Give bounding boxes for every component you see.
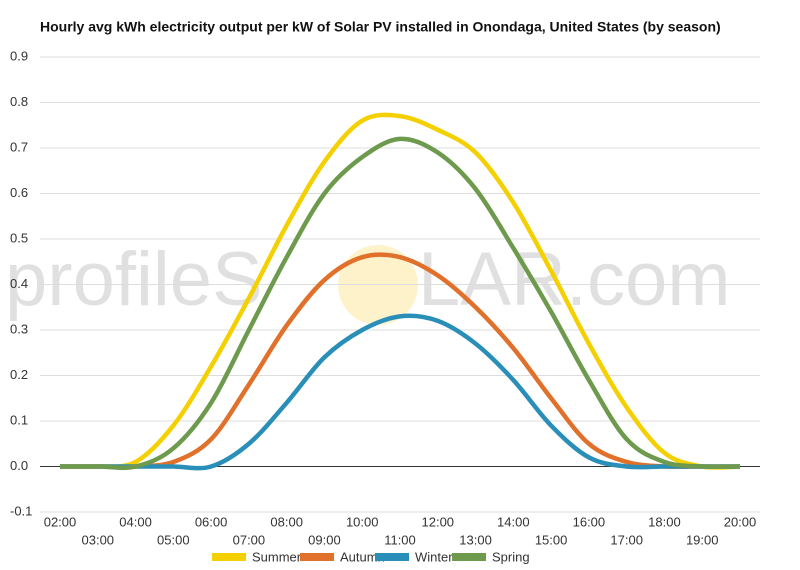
x-tick-label: 16:00 [573, 514, 606, 529]
y-tick-label: -0.1 [10, 503, 32, 518]
series-line [60, 313, 740, 471]
y-tick-label: 0.1 [10, 412, 28, 427]
x-tick-label: 06:00 [195, 514, 228, 529]
y-tick-label: 0.6 [10, 185, 28, 200]
x-tick-label: 08:00 [270, 514, 303, 529]
y-tick-label: 0.8 [10, 94, 28, 109]
y-tick-label: 0.0 [10, 458, 28, 473]
legend-label: Spring [492, 549, 530, 564]
series-line [60, 136, 741, 471]
x-tick-label: 10:00 [346, 514, 379, 529]
x-tick-label: 13:00 [459, 532, 492, 547]
x-tick-label: 02:00 [44, 514, 77, 529]
x-tick-label: 19:00 [686, 532, 719, 547]
chart-title: Hourly avg kWh electricity output per kW… [40, 19, 721, 35]
x-tick-label: 03:00 [82, 532, 115, 547]
x-tick-label: 09:00 [308, 532, 341, 547]
series-line [59, 112, 741, 470]
watermark: LAR.com [418, 237, 731, 322]
legend-swatch [375, 553, 409, 561]
x-tick-label: 15:00 [535, 532, 568, 547]
x-tick-label: 04:00 [119, 514, 152, 529]
y-tick-label: 0.7 [10, 139, 28, 154]
legend-swatch [300, 553, 334, 561]
legend-swatch [452, 553, 486, 561]
x-tick-label: 20:00 [724, 514, 757, 529]
y-tick-label: 0.5 [10, 230, 28, 245]
x-tick-label: 18:00 [648, 514, 681, 529]
watermark: profileS [5, 237, 263, 322]
legend-label: Winter [415, 549, 453, 564]
legend-label: Autumn [340, 549, 385, 564]
legend-swatch [212, 553, 246, 561]
x-tick-label: 17:00 [610, 532, 643, 547]
x-tick-label: 07:00 [233, 532, 266, 547]
y-tick-label: 0.3 [10, 321, 28, 336]
x-tick-label: 14:00 [497, 514, 530, 529]
x-tick-label: 11:00 [384, 532, 416, 547]
legend-label: Summer [252, 549, 302, 564]
x-tick-label: 05:00 [157, 532, 190, 547]
y-tick-label: 0.9 [10, 48, 28, 63]
y-tick-label: 0.2 [10, 367, 28, 382]
series-line [60, 252, 740, 470]
x-tick-label: 12:00 [422, 514, 455, 529]
y-tick-label: 0.4 [10, 276, 28, 291]
